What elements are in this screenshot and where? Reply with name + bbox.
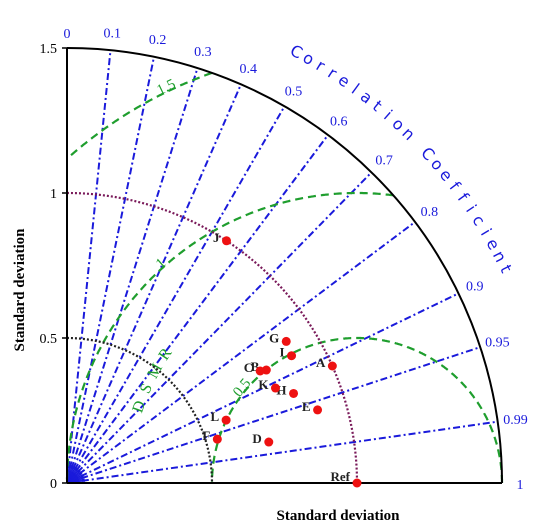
correlation-tick-label: 0.8 — [421, 205, 439, 220]
correlation-ray-0.6 — [66, 134, 329, 484]
correlation-tick-label: 0.5 — [285, 85, 303, 100]
point-a — [327, 361, 337, 371]
correlation-title-char: i — [462, 201, 480, 215]
point-label: K — [258, 377, 269, 392]
point-label: H — [276, 382, 286, 397]
rmsd-contour-label: 1.5 — [154, 76, 178, 99]
point-label: G — [269, 330, 279, 345]
x-axis-label: Standard deviation — [277, 508, 401, 524]
rmsd-label-char: S — [137, 381, 156, 396]
data-points: A BC D E F G H I J K L Ref — [202, 230, 362, 488]
correlation-tick-label: 0.99 — [503, 413, 528, 428]
point-g — [281, 336, 291, 346]
rmsd-contour-1.5 — [66, 71, 213, 160]
correlation-tick-label: 0.2 — [149, 33, 167, 48]
point-label: L — [210, 409, 219, 424]
point-j — [222, 236, 231, 246]
correlation-title-char: c — [468, 211, 489, 229]
point-label: Ref — [331, 469, 351, 484]
point-c — [255, 366, 265, 376]
point-label: A — [316, 355, 326, 370]
correlation-ray-0.3 — [66, 67, 199, 484]
point-i — [287, 351, 297, 361]
std-arc-0.5 — [66, 336, 214, 484]
axes — [66, 47, 503, 484]
point-label: B — [251, 359, 260, 374]
correlation-ray-0.99 — [66, 420, 498, 484]
outer-arc — [66, 47, 503, 484]
correlation-ray-0.2 — [66, 56, 155, 484]
rmsd-contour-0.5 — [210, 336, 504, 483]
correlation-ray-0.5 — [66, 105, 286, 484]
correlation-tick-label: 0.3 — [194, 45, 212, 60]
y-tick-label: 0.5 — [40, 332, 58, 347]
rmsd-label-char: M — [144, 361, 166, 382]
correlation-tick-label: 0.4 — [239, 62, 257, 77]
point-label: F — [202, 428, 210, 443]
correlation-tick-label: 0.9 — [466, 280, 484, 295]
rmsd-contour-label: 0.5 — [230, 376, 254, 401]
y-axis-label: Standard deviation — [12, 228, 28, 352]
correlation-title-char: f — [454, 189, 473, 205]
correlation-title-char: f — [446, 178, 465, 194]
point-label: J — [213, 230, 220, 245]
correlation-ray-0.9 — [66, 292, 459, 484]
point-k — [270, 383, 280, 393]
point-f — [212, 434, 222, 444]
axis-titles: Standard deviation Standard deviation — [12, 228, 400, 524]
point-l — [221, 415, 231, 425]
correlation-ray-0.8 — [66, 221, 416, 484]
y-tick-label: 1.5 — [40, 42, 58, 57]
point-label: E — [302, 399, 311, 414]
correlation-ray-lines — [66, 50, 498, 484]
correlation-ray-0.7 — [66, 171, 373, 484]
correlation-tick-label: 0.7 — [375, 153, 393, 168]
point-label: C — [244, 360, 253, 375]
correlation-title-char: i — [477, 225, 496, 239]
point-e — [313, 405, 323, 415]
point-label: I — [279, 345, 284, 360]
correlation-title-char: l — [348, 80, 363, 98]
correlation-ray-0.95 — [66, 346, 481, 484]
std-arc-1 — [66, 191, 359, 484]
correlation-title-char: t — [496, 262, 516, 276]
point-ref — [352, 478, 362, 488]
rmsd-contour-1 — [65, 191, 394, 483]
point-label: D — [252, 431, 261, 446]
correlation-ray-0.4 — [66, 83, 242, 484]
std-reference-arcs — [66, 191, 359, 484]
correlation-title-char: e — [335, 70, 354, 91]
rmsd-contour-label: 1 — [153, 255, 169, 272]
correlation-ray-0.1 — [66, 50, 112, 484]
rmsd-label-char: D — [129, 399, 149, 416]
point-h — [289, 388, 299, 398]
correlation-title-char: t — [369, 96, 386, 115]
correlation-tick-label: 0.95 — [485, 336, 510, 351]
point-d — [264, 437, 274, 447]
correlation-tick-label: 0.1 — [104, 26, 122, 41]
y-tick-label: 0 — [50, 477, 57, 492]
y-tick-label: 1 — [50, 187, 57, 202]
correlation-tick-label: 0.6 — [330, 115, 348, 130]
correlation-title-char: r — [313, 56, 329, 76]
correlation-tick-label: 0 — [64, 27, 71, 42]
correlation-tick-label: 1 — [517, 478, 524, 493]
